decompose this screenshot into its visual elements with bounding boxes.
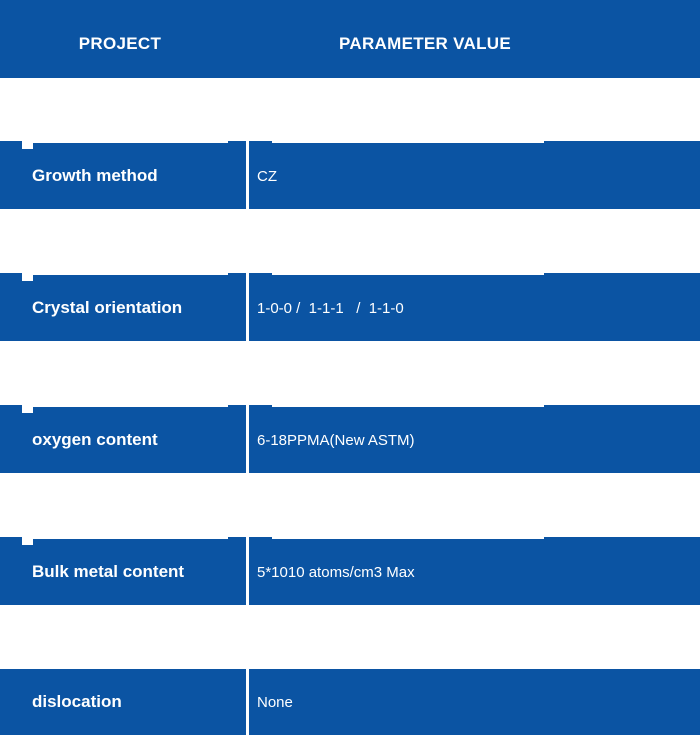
row-cap-decoration bbox=[544, 405, 700, 407]
row-cap-decoration bbox=[0, 405, 22, 407]
row-notch-decoration bbox=[22, 407, 33, 413]
row-notch-decoration bbox=[22, 275, 33, 281]
row-cap-decoration bbox=[228, 405, 246, 407]
row-project-cell: Bulk metal content bbox=[0, 539, 246, 605]
value-label: 1-0-0 / 1-1-1 / 1-1-0 bbox=[257, 299, 404, 317]
value-label: 6-18PPMA(New ASTM) bbox=[257, 431, 415, 449]
row-project-cell: dislocation bbox=[0, 669, 246, 735]
row-notch-decoration bbox=[22, 143, 33, 149]
row-cap-decoration bbox=[249, 537, 272, 539]
table-row: Bulk metal content 5*1010 atoms/cm3 Max bbox=[0, 537, 700, 605]
row-cap-decoration bbox=[249, 405, 272, 407]
project-label: Crystal orientation bbox=[32, 298, 183, 317]
project-label: Bulk metal content bbox=[32, 562, 185, 581]
row-cap-decoration bbox=[544, 537, 700, 539]
table-row: Growth method CZ bbox=[0, 141, 700, 209]
row-cap-decoration bbox=[544, 273, 700, 275]
header-col-project: PROJECT bbox=[78, 34, 162, 53]
table-row: Crystal orientation 1-0-0 / 1-1-1 / 1-1-… bbox=[0, 273, 700, 341]
row-project-cell: Growth method bbox=[0, 143, 246, 209]
row-cap-decoration bbox=[228, 273, 246, 275]
project-label: oxygen content bbox=[32, 430, 158, 449]
value-label: 5*1010 atoms/cm3 Max bbox=[257, 563, 415, 581]
row-project-cell: oxygen content bbox=[0, 407, 246, 473]
row-cap-decoration bbox=[249, 141, 272, 143]
project-label: Growth method bbox=[32, 166, 158, 185]
row-value-cell: 6-18PPMA(New ASTM) bbox=[249, 407, 700, 473]
header-col-parameter-value: PARAMETER VALUE bbox=[339, 34, 511, 53]
table-row: oxygen content 6-18PPMA(New ASTM) bbox=[0, 405, 700, 473]
row-value-cell: 5*1010 atoms/cm3 Max bbox=[249, 539, 700, 605]
row-value-cell: CZ bbox=[249, 143, 700, 209]
project-label: dislocation bbox=[32, 692, 122, 711]
row-cap-decoration bbox=[228, 537, 246, 539]
row-cap-decoration bbox=[544, 141, 700, 143]
row-cap-decoration bbox=[0, 537, 22, 539]
table-header: PROJECT PARAMETER VALUE bbox=[0, 0, 700, 78]
row-cap-decoration bbox=[249, 273, 272, 275]
value-label: None bbox=[257, 693, 293, 711]
row-notch-decoration bbox=[22, 539, 33, 545]
table-row: dislocation None bbox=[0, 669, 700, 735]
row-cap-decoration bbox=[228, 141, 246, 143]
row-cap-decoration bbox=[0, 273, 22, 275]
row-cap-decoration bbox=[0, 141, 22, 143]
row-value-cell: None bbox=[249, 669, 700, 735]
row-project-cell: Crystal orientation bbox=[0, 275, 246, 341]
value-label: CZ bbox=[257, 167, 277, 185]
row-value-cell: 1-0-0 / 1-1-1 / 1-1-0 bbox=[249, 275, 700, 341]
